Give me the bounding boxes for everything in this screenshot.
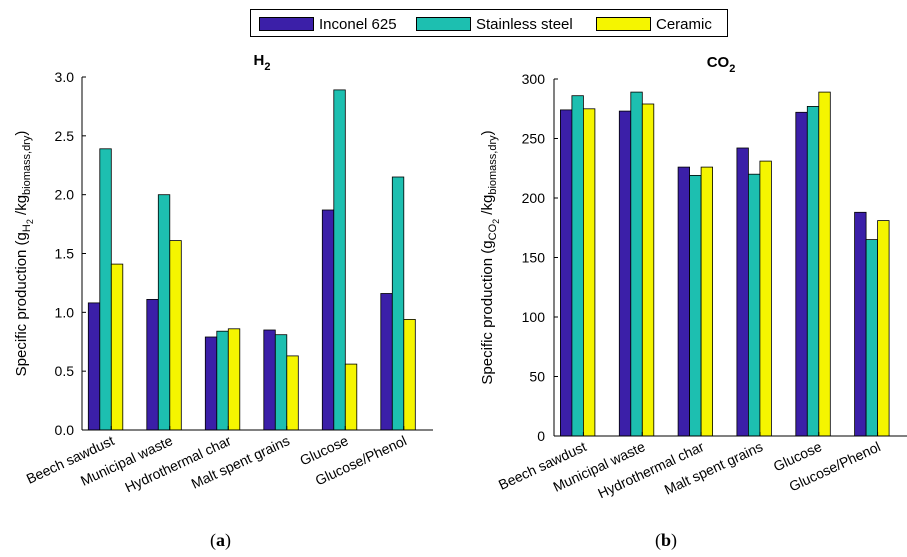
bar-inconel-625-municipal-waste <box>146 298 159 431</box>
y-tick-label: 2.5 <box>55 128 75 144</box>
bar-ceramic-municipal-waste <box>169 240 182 431</box>
y-tick-label: 0.0 <box>55 422 75 438</box>
legend: Inconel 625 Stainless steel Ceramic <box>250 9 728 37</box>
legend-swatch-inconel <box>259 17 314 31</box>
bar-inconel-625-municipal-waste <box>618 110 632 437</box>
bar-ceramic-hydrothermal-char <box>700 166 713 437</box>
bar-inconel-625-beech-sawdust <box>560 109 573 437</box>
bar-stainless-steel-municipal-waste <box>157 194 171 431</box>
legend-label-stainless: Stainless steel <box>476 15 573 33</box>
bar-inconel-625-hydrothermal-char <box>677 166 690 437</box>
bar-stainless-steel-malt-spent-grains <box>274 334 288 431</box>
bar-ceramic-glucose-phenol <box>877 220 890 437</box>
bar-ceramic-glucose-phenol <box>403 318 416 431</box>
bar-stainless-steel-hydrothermal-char <box>216 330 229 431</box>
y-tick-label: 100 <box>522 309 546 325</box>
y-tick-label: 2.0 <box>55 187 75 203</box>
bar-inconel-625-glucose-phenol <box>854 211 867 437</box>
bar-ceramic-municipal-waste <box>641 103 655 437</box>
bar-stainless-steel-hydrothermal-char <box>689 174 702 437</box>
y-tick-label: 3.0 <box>55 69 75 85</box>
y-axis-label: Specific production (gCO2 /kgbiomass,dry… <box>479 130 501 384</box>
bar-inconel-625-hydrothermal-char <box>204 336 218 431</box>
legend-label-inconel: Inconel 625 <box>319 15 397 33</box>
y-tick-label: 200 <box>522 190 546 206</box>
y-tick-label: 1.5 <box>55 246 75 262</box>
y-tick-label: 50 <box>529 369 545 385</box>
bar-stainless-steel-beech-sawdust <box>571 95 584 437</box>
bar-stainless-steel-glucose-phenol <box>391 176 405 431</box>
bar-stainless-steel-glucose <box>806 106 820 437</box>
bar-stainless-steel-beech-sawdust <box>99 148 112 431</box>
bar-inconel-625-beech-sawdust <box>87 302 101 431</box>
caption-b: (b) <box>655 530 678 550</box>
legend-swatch-ceramic <box>596 17 651 31</box>
y-tick-label: 0.5 <box>55 363 75 379</box>
legend-swatch-stainless <box>416 17 471 31</box>
bar-ceramic-malt-spent-grains <box>759 160 772 437</box>
y-tick-label: 1.0 <box>55 304 75 320</box>
bar-inconel-625-malt-spent-grains <box>736 147 749 437</box>
legend-item-ceramic: Ceramic <box>596 14 712 34</box>
legend-item-inconel: Inconel 625 <box>259 14 397 34</box>
bar-ceramic-beech-sawdust <box>583 108 596 437</box>
bar-ceramic-glucose <box>344 363 358 431</box>
y-tick-label: 0 <box>537 428 545 444</box>
chart-title: CO2 <box>707 54 736 75</box>
bar-stainless-steel-glucose <box>333 89 346 431</box>
x-tick-label-malt-spent-grains: Malt spent grains <box>662 438 765 498</box>
y-axis-label: Specific production (gH2 /kgbiomass,dry) <box>13 131 35 377</box>
bar-ceramic-hydrothermal-char <box>227 328 241 431</box>
chart-title: H2 <box>254 52 271 73</box>
bar-stainless-steel-malt-spent-grains <box>748 173 761 437</box>
y-tick-label: 150 <box>522 250 546 266</box>
bar-ceramic-malt-spent-grains <box>286 355 299 431</box>
bar-inconel-625-glucose <box>795 111 808 437</box>
legend-item-stainless: Stainless steel <box>416 14 573 34</box>
bar-inconel-625-malt-spent-grains <box>263 329 276 431</box>
caption-a: (a) <box>210 530 231 550</box>
bar-ceramic-beech-sawdust <box>110 263 124 431</box>
bar-inconel-625-glucose <box>321 209 335 431</box>
x-tick-label-malt-spent-grains: Malt spent grains <box>189 432 292 492</box>
bar-inconel-625-glucose-phenol <box>380 293 393 431</box>
bar-stainless-steel-glucose-phenol <box>865 239 878 437</box>
bar-stainless-steel-municipal-waste <box>630 91 643 437</box>
y-tick-label: 250 <box>522 131 546 147</box>
legend-label-ceramic: Ceramic <box>656 15 712 33</box>
bar-ceramic-glucose <box>818 91 831 437</box>
y-tick-label: 300 <box>522 71 546 87</box>
